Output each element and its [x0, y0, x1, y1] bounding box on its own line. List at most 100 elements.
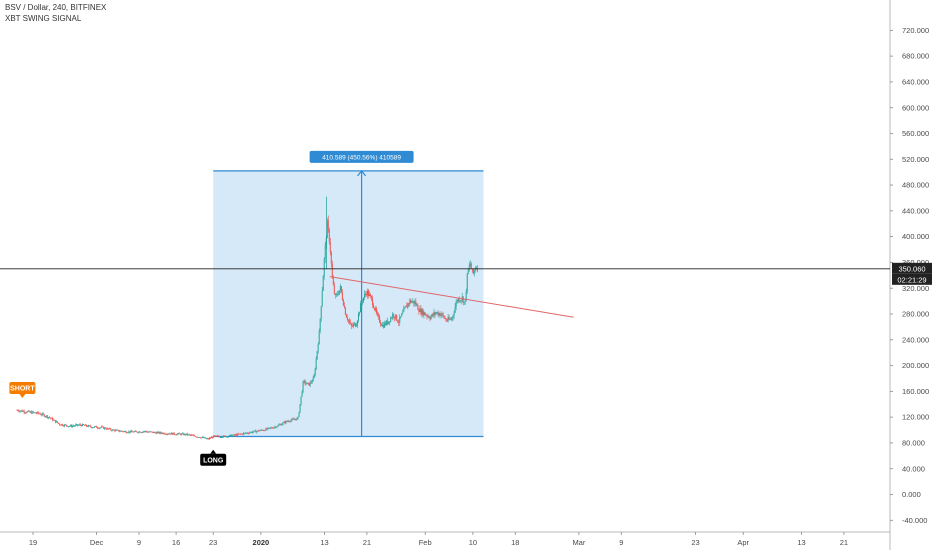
- price-candle: [109, 427, 111, 430]
- price-candle: [251, 431, 253, 434]
- price-candle: [457, 298, 459, 304]
- price-candle: [88, 424, 90, 428]
- price-candle: [150, 431, 152, 433]
- price-candle: [181, 432, 183, 435]
- price-candle: [145, 430, 147, 433]
- price-candle: [215, 435, 217, 437]
- price-candle: [360, 300, 362, 306]
- signal-short-flag[interactable]: SHORT: [9, 382, 36, 399]
- price-candle: [265, 427, 267, 431]
- price-candle: [339, 283, 341, 294]
- trendline[interactable]: [329, 276, 574, 318]
- price-candle: [380, 319, 382, 328]
- price-candle: [199, 436, 201, 439]
- price-candle: [295, 419, 297, 421]
- price-candle: [363, 297, 365, 304]
- price-candle: [90, 424, 92, 428]
- price-candle: [162, 432, 164, 435]
- y-tick-label: 40.000: [902, 464, 925, 473]
- price-candle: [420, 305, 422, 316]
- price-candle: [253, 430, 255, 433]
- price-candle: [397, 320, 399, 323]
- price-candle: [454, 303, 456, 314]
- price-candle: [285, 420, 287, 425]
- y-tick-label: 200.000: [902, 361, 929, 370]
- price-candle: [421, 308, 423, 318]
- price-candle: [335, 292, 337, 298]
- price-candle: [327, 215, 329, 233]
- price-candle: [396, 314, 398, 322]
- price-candle: [214, 435, 216, 437]
- price-candle: [121, 430, 123, 432]
- price-candle: [328, 227, 330, 245]
- price-candle: [393, 312, 395, 320]
- price-candle: [27, 410, 29, 412]
- y-tick-label: 0.000: [902, 490, 921, 499]
- signal-long-flag[interactable]: LONG: [200, 449, 227, 466]
- price-candle: [352, 322, 354, 329]
- price-candle: [125, 430, 127, 434]
- price-candle: [49, 417, 51, 420]
- price-candle: [120, 430, 122, 432]
- price-candle: [337, 290, 339, 296]
- price-candle: [190, 433, 192, 436]
- price-candle: [222, 436, 224, 438]
- price-candle: [474, 266, 476, 273]
- price-candle: [169, 433, 171, 436]
- price-candle: [186, 432, 188, 437]
- price-candle: [48, 415, 50, 419]
- price-candle: [447, 314, 449, 323]
- price-candle: [259, 430, 261, 432]
- price-candle: [319, 318, 321, 334]
- price-candle: [143, 430, 145, 433]
- price-candle: [267, 427, 269, 431]
- price-candle: [200, 437, 202, 439]
- indicator-name[interactable]: XBT SWING SIGNAL: [5, 14, 82, 23]
- price-candle: [388, 321, 390, 325]
- price-candle: [366, 290, 368, 297]
- price-candle: [466, 272, 468, 295]
- price-candle: [196, 436, 198, 438]
- price-candle: [225, 435, 227, 438]
- price-candle: [283, 421, 285, 423]
- price-candle: [293, 417, 295, 420]
- price-candle: [269, 427, 271, 430]
- current-price-text: 350.060: [898, 264, 925, 273]
- price-candle: [436, 312, 438, 315]
- price-candle: [409, 298, 411, 307]
- price-candle: [52, 418, 54, 421]
- price-candle: [65, 424, 67, 428]
- price-candle: [263, 429, 265, 432]
- price-candle: [441, 312, 443, 318]
- measure-box[interactable]: [213, 170, 484, 437]
- price-candle: [135, 430, 137, 432]
- price-candle: [257, 430, 259, 432]
- price-candle: [112, 428, 114, 432]
- price-candle: [383, 321, 385, 329]
- price-candle: [313, 373, 315, 379]
- x-tick-label: 13: [797, 538, 805, 547]
- price-candle: [443, 315, 445, 320]
- price-candle: [401, 312, 403, 317]
- price-candle: [451, 316, 453, 322]
- price-candle: [336, 290, 338, 297]
- y-tick-label: 400.000: [902, 232, 929, 241]
- price-candle: [294, 417, 296, 421]
- price-candle: [175, 433, 177, 436]
- price-candle: [92, 426, 94, 429]
- price-candle: [392, 312, 394, 321]
- price-candle: [194, 435, 196, 438]
- price-candle: [23, 409, 25, 415]
- price-candle: [330, 250, 332, 268]
- price-candle: [430, 314, 432, 320]
- price-candle: [346, 314, 348, 322]
- price-candle: [105, 427, 107, 430]
- price-candle: [298, 411, 300, 418]
- price-candle: [459, 300, 461, 303]
- price-candle: [245, 431, 247, 434]
- price-candle: [307, 382, 309, 385]
- price-candle: [187, 434, 189, 436]
- price-candle: [50, 417, 52, 419]
- price-candle: [467, 268, 469, 275]
